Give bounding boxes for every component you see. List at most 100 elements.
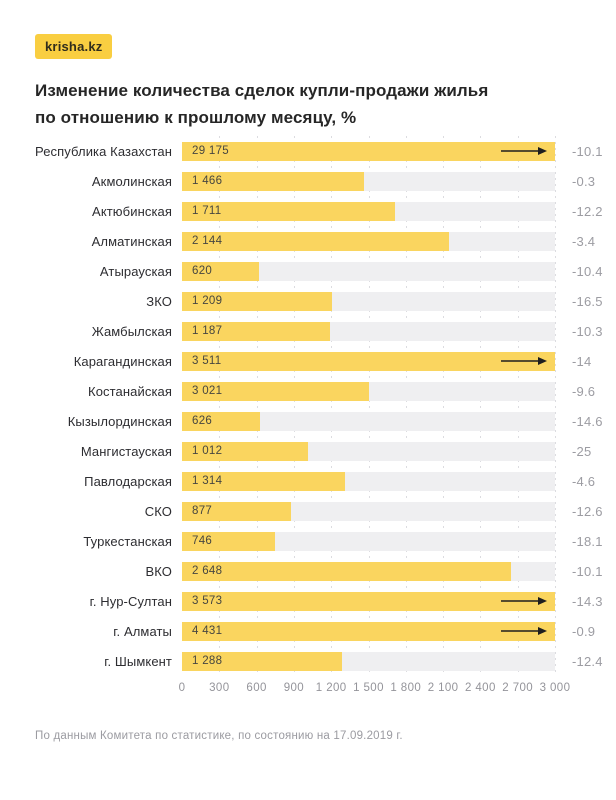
bar-value-label: 1 012 <box>192 445 223 458</box>
percent-change-label: -12.4 <box>572 653 603 669</box>
bar-track: 1 711 <box>182 201 555 221</box>
axis-tick-label: 600 <box>246 682 267 695</box>
chart-row: Кызылординская 626 -14.6 <box>0 406 616 436</box>
region-label: Алматинская <box>91 233 172 249</box>
axis-tick-label: 1 800 <box>390 682 422 695</box>
bar-plot-area: 1 012 <box>182 441 555 461</box>
value-bar: 1 466 <box>182 171 365 191</box>
bar-value-label: 1 314 <box>192 475 223 488</box>
chart-row: СКО 877 -12.6 <box>0 496 616 526</box>
bar-value-label: 1 187 <box>192 325 223 338</box>
gridline <box>443 136 445 677</box>
chart-row: ВКО 2 648 -10.1 <box>0 556 616 586</box>
bar-value-label: 2 144 <box>192 235 223 248</box>
value-bar: 1 314 <box>182 471 346 491</box>
bar-track: 3 511 <box>182 351 555 371</box>
value-bar: 877 <box>182 501 292 521</box>
gridline <box>405 136 407 677</box>
percent-change-label: -18.1 <box>572 533 603 549</box>
bar-value-label: 746 <box>192 535 213 548</box>
chart-row: Актюбинская 1 711 -12.2 <box>0 196 616 226</box>
region-label: Акмолинская <box>91 173 172 189</box>
value-bar: 1 012 <box>182 441 308 461</box>
bar-value-label: 620 <box>192 265 213 278</box>
exceeds-axis-arrow-icon <box>501 147 547 156</box>
percent-change-label: -3.4 <box>572 233 596 249</box>
region-label: Жамбылская <box>91 323 172 339</box>
chart-row: г. Нур-Султан 3 573 -14.3 <box>0 586 616 616</box>
bar-plot-area: 626 <box>182 411 555 431</box>
gridline <box>256 136 258 677</box>
gridline <box>331 136 333 677</box>
bar-value-label: 29 175 <box>192 145 229 158</box>
bar-plot-area: 1 314 <box>182 471 555 491</box>
percent-change-label: -0.3 <box>572 173 596 189</box>
axis-tick-label: 2 400 <box>465 682 496 695</box>
gridline <box>219 136 221 677</box>
axis-tick-label: 900 <box>283 682 305 695</box>
bar-plot-area: 4 431 <box>182 621 555 641</box>
percent-change-label: -10.3 <box>572 323 603 339</box>
gridlines-layer <box>182 136 556 677</box>
region-label: Атырауская <box>99 263 172 279</box>
percent-change-label: -25 <box>572 443 592 459</box>
bar-plot-area: 1 711 <box>182 201 555 221</box>
krisha-logo-badge: krisha.kz <box>35 34 113 59</box>
axis-tick-label: 0 <box>178 682 186 695</box>
chart-row: ЗКО 1 209 -16.5 <box>0 286 616 316</box>
gridline <box>480 136 482 677</box>
exceeds-axis-arrow-icon <box>501 357 547 366</box>
bar-plot-area: 29 175 <box>182 141 555 161</box>
bar-plot-area: 1 466 <box>182 171 555 191</box>
chart-row: Акмолинская 1 466 -0.3 <box>0 166 616 196</box>
region-label: г. Нур-Султан <box>89 593 172 609</box>
value-bar: 1 187 <box>182 321 330 341</box>
bar-track: 3 573 <box>182 591 555 611</box>
percent-change-label: -14.6 <box>572 413 603 429</box>
bar-track: 1 466 <box>182 171 555 191</box>
exceeds-axis-arrow-icon <box>501 597 547 606</box>
value-bar: 620 <box>182 261 260 281</box>
value-bar: 4 431 <box>182 621 555 641</box>
gridline <box>555 136 556 677</box>
region-label: Республика Казахстан <box>35 143 172 159</box>
region-label: ВКО <box>145 563 172 579</box>
value-bar: 29 175 <box>182 141 555 161</box>
value-bar: 626 <box>182 411 260 431</box>
value-bar: 1 209 <box>182 291 333 311</box>
bar-track: 877 <box>182 501 555 521</box>
region-label: г. Алматы <box>113 623 172 639</box>
percent-change-label: -14.3 <box>572 593 603 609</box>
chart-rows: Республика Казахстан 29 175 -10.1 Акмоли… <box>0 136 616 676</box>
region-label: СКО <box>144 503 172 519</box>
value-bar: 3 021 <box>182 381 369 401</box>
chart-title-line2: по отношению к прошлому месяцу, % <box>35 108 357 128</box>
chart-row: Мангистауская 1 012 -25 <box>0 436 616 466</box>
percent-change-label: -10.1 <box>572 563 603 579</box>
bar-track: 746 <box>182 531 555 551</box>
percent-change-label: -14 <box>572 353 592 369</box>
bar-track: 1 187 <box>182 321 555 341</box>
bar-track: 626 <box>182 411 555 431</box>
bar-value-label: 1 711 <box>192 205 222 218</box>
region-label: Павлодарская <box>84 473 172 489</box>
region-label: Мангистауская <box>80 443 172 459</box>
gridline <box>368 136 370 677</box>
value-bar: 1 711 <box>182 201 395 221</box>
bar-value-label: 3 573 <box>192 595 223 608</box>
axis-tick-label: 1 500 <box>353 682 384 695</box>
value-bar: 746 <box>182 531 275 551</box>
bar-track: 29 175 <box>182 141 555 161</box>
chart-row: Павлодарская 1 314 -4.6 <box>0 466 616 496</box>
bar-value-label: 3 021 <box>192 385 223 398</box>
gridline <box>293 136 295 677</box>
bar-plot-area: 3 573 <box>182 591 555 611</box>
chart-row: Карагандинская 3 511 -14 <box>0 346 616 376</box>
bar-track: 4 431 <box>182 621 555 641</box>
region-label: Карагандинская <box>73 353 172 369</box>
bar-track: 1 209 <box>182 291 555 311</box>
value-bar: 2 144 <box>182 231 449 251</box>
chart-title-line1: Изменение количества сделок купли-продаж… <box>35 81 489 100</box>
percent-change-label: -10.4 <box>572 263 603 279</box>
